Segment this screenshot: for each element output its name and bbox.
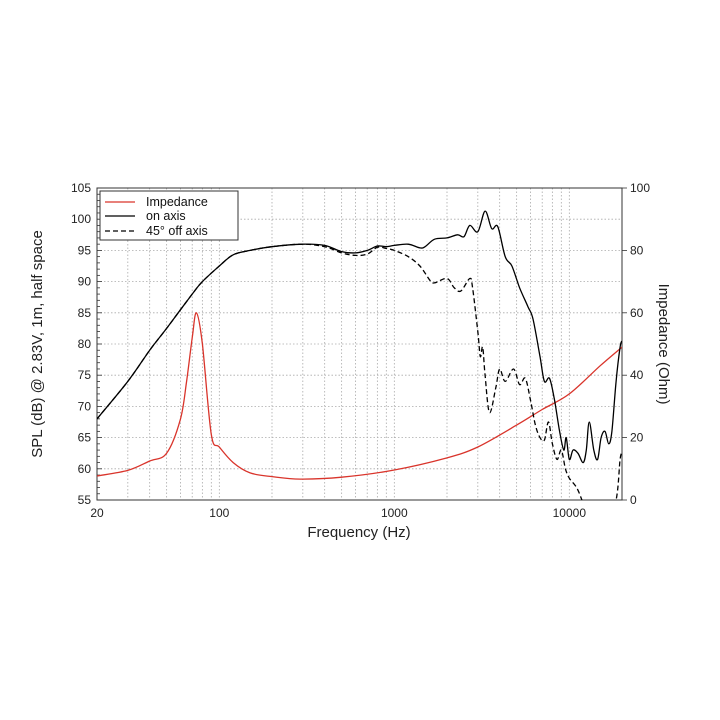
y2-tick-label: 100 — [630, 181, 650, 195]
y2-axis-label: Impedance (Ohm) — [655, 284, 672, 405]
y2-tick-label: 0 — [630, 493, 637, 507]
y2-tick-label: 40 — [630, 368, 644, 382]
grid — [97, 187, 622, 501]
x-tick-label: 10000 — [553, 506, 587, 520]
y-tick-label: 75 — [78, 368, 92, 382]
off-axis-45-curve — [97, 243, 622, 500]
axes: 20 100 1000 10000 55 60 65 70 75 80 85 90 95 100 105 0 2… — [71, 181, 650, 520]
legend-label-impedance: Impedance — [146, 195, 208, 209]
y-axis-label: SPL (dB) @ 2.83V, 1m, half space — [29, 230, 46, 458]
curves — [97, 210, 622, 500]
y-tick-label: 55 — [78, 493, 92, 507]
y2-tick-label: 60 — [630, 306, 644, 320]
impedance-curve — [97, 312, 622, 480]
y-tick-label: 60 — [78, 462, 92, 476]
legend-label-off-axis: 45° off axis — [146, 224, 208, 238]
x-axis-label: Frequency (Hz) — [307, 524, 410, 541]
y-tick-label: 80 — [78, 337, 92, 351]
x-tick-label: 1000 — [381, 506, 408, 520]
y-tick-label: 85 — [78, 306, 92, 320]
y-tick-label: 70 — [78, 399, 92, 413]
legend: Impedance on axis 45° off axis — [99, 190, 239, 241]
y-tick-label: 105 — [71, 181, 91, 195]
legend-label-on-axis: on axis — [146, 209, 186, 223]
y-tick-label: 65 — [78, 431, 92, 445]
on-axis-curve — [97, 210, 622, 464]
y-tick-label: 100 — [71, 212, 91, 226]
y-tick-label: 90 — [78, 275, 92, 289]
x-tick-label: 100 — [209, 506, 229, 520]
y2-tick-label: 20 — [630, 431, 644, 445]
y2-tick-label: 80 — [630, 243, 644, 257]
y-tick-label: 95 — [78, 243, 92, 257]
x-tick-label: 20 — [90, 506, 104, 520]
